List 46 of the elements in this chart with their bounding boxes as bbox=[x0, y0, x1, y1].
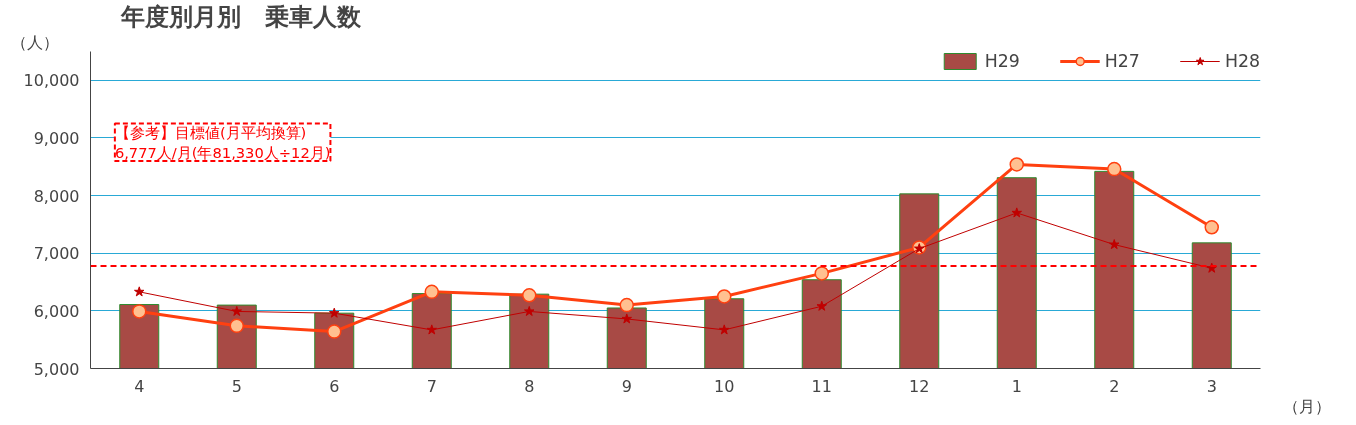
annotation: 【参考】目標値(月平均換算) 6,777人/月(年81,330人÷12月) bbox=[114, 123, 331, 162]
point bbox=[523, 305, 535, 316]
x-tick-label: 4 bbox=[134, 376, 145, 396]
point bbox=[621, 313, 633, 324]
y-tick-label: 10,000 bbox=[23, 71, 80, 91]
point bbox=[619, 297, 634, 313]
x-tick-label: 8 bbox=[524, 376, 535, 396]
x-tick-label: 5 bbox=[231, 376, 242, 396]
x-tick-label: 3 bbox=[1206, 376, 1217, 396]
point bbox=[133, 286, 145, 297]
x-tick-label: 9 bbox=[621, 376, 632, 396]
legend-label: H27 bbox=[1104, 51, 1140, 71]
point bbox=[718, 324, 730, 335]
y-tick-label: 8,000 bbox=[33, 186, 80, 206]
point bbox=[426, 324, 438, 335]
point bbox=[424, 284, 439, 300]
x-tick-label: 10 bbox=[714, 376, 735, 396]
point bbox=[328, 307, 340, 318]
x-axis-title: （月） bbox=[1282, 396, 1331, 416]
point bbox=[327, 324, 342, 339]
point bbox=[1009, 157, 1024, 172]
point bbox=[1108, 239, 1120, 250]
point bbox=[522, 288, 537, 303]
y-tick-label: 6,000 bbox=[33, 301, 80, 321]
y-axis-title: （人） bbox=[10, 32, 59, 52]
x-tick-label: 11 bbox=[811, 376, 832, 396]
point bbox=[816, 300, 828, 311]
y-tick-label: 5,000 bbox=[33, 359, 80, 379]
chart-title: 年度別月別 乗車人数 bbox=[119, 2, 362, 31]
point bbox=[717, 289, 732, 304]
x-tick-label: 6 bbox=[329, 376, 340, 396]
point bbox=[229, 318, 244, 334]
y-tick-label: 9,000 bbox=[33, 128, 80, 148]
x-tick-label: 2 bbox=[1109, 376, 1120, 396]
point bbox=[132, 304, 147, 319]
legend-label: H29 bbox=[984, 51, 1020, 71]
x-tick-label: 12 bbox=[909, 376, 930, 396]
point bbox=[814, 266, 829, 281]
y-tick-label: 7,000 bbox=[33, 244, 80, 264]
legend-label: H28 bbox=[1224, 51, 1260, 71]
point bbox=[1011, 207, 1023, 218]
x-tick-label: 1 bbox=[1011, 376, 1022, 396]
point bbox=[231, 305, 243, 316]
point bbox=[1107, 161, 1122, 177]
point bbox=[1204, 220, 1219, 235]
x-tick-label: 7 bbox=[426, 376, 437, 396]
